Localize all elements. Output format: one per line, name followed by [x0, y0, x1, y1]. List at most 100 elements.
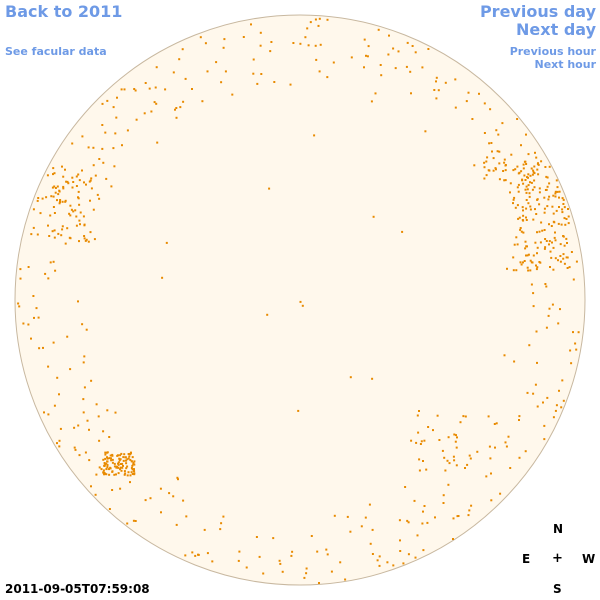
facula-mark	[426, 521, 429, 524]
facula-mark	[93, 238, 96, 241]
facula-mark	[114, 411, 117, 414]
facula-mark	[129, 452, 132, 454]
facula-mark	[116, 454, 119, 457]
facula-mark	[423, 439, 426, 442]
facula-mark	[58, 190, 61, 193]
facula-mark	[490, 142, 493, 144]
facula-mark	[297, 409, 300, 412]
see-facular-data-link[interactable]: See facular data	[5, 45, 107, 58]
facula-mark	[516, 118, 519, 120]
facula-mark	[406, 41, 409, 44]
facula-mark	[542, 401, 544, 404]
facula-mark	[552, 220, 555, 223]
facula-mark	[468, 509, 471, 512]
facula-mark	[519, 228, 522, 231]
facula-mark	[522, 231, 525, 234]
facula-mark	[231, 93, 234, 96]
facula-mark	[498, 178, 501, 181]
facula-mark	[427, 426, 430, 428]
facula-mark	[559, 260, 562, 263]
facula-mark	[520, 170, 523, 173]
facula-mark	[560, 223, 563, 226]
compass-south-label: S	[553, 582, 562, 596]
facula-mark	[421, 522, 424, 525]
facula-mark	[61, 200, 64, 203]
facula-mark	[88, 459, 91, 462]
back-to-year-link[interactable]: Back to 2011	[5, 2, 123, 21]
facula-mark	[575, 348, 578, 351]
facula-mark	[399, 550, 402, 552]
facula-mark	[69, 204, 72, 207]
facula-mark	[319, 43, 322, 46]
facula-mark	[238, 550, 241, 553]
facula-mark	[524, 247, 527, 250]
facula-mark	[568, 266, 571, 269]
facula-mark	[392, 47, 395, 50]
facula-mark	[74, 209, 77, 212]
facula-mark	[534, 151, 536, 154]
facula-mark	[523, 174, 526, 177]
facula-mark	[79, 223, 81, 226]
facula-mark	[84, 451, 87, 454]
next-day-link[interactable]: Next day	[516, 20, 596, 39]
facula-mark	[114, 132, 117, 135]
facula-mark	[292, 42, 295, 44]
facula-mark	[155, 66, 158, 69]
facula-mark	[168, 492, 171, 495]
facula-mark	[414, 556, 417, 559]
facula-mark	[135, 118, 138, 121]
facula-mark	[47, 413, 50, 416]
facula-mark	[86, 419, 89, 422]
facula-mark	[268, 187, 271, 190]
facula-mark	[245, 566, 248, 569]
facula-mark	[129, 458, 132, 461]
facula-mark	[563, 262, 566, 265]
facula-mark	[490, 499, 493, 502]
facula-mark	[126, 474, 129, 477]
facula-mark	[179, 106, 182, 109]
facula-mark	[505, 445, 508, 448]
facula-mark	[398, 519, 401, 522]
facula-mark	[435, 97, 438, 100]
facula-mark	[536, 231, 538, 234]
facula-mark	[495, 129, 498, 132]
facula-mark	[561, 211, 564, 214]
facula-mark	[399, 539, 401, 542]
facula-mark	[522, 219, 525, 222]
facula-mark	[115, 466, 118, 469]
facula-mark	[502, 170, 505, 172]
facula-mark	[575, 260, 578, 263]
facula-mark	[262, 572, 265, 575]
facula-mark	[488, 142, 491, 145]
next-hour-link[interactable]: Next hour	[534, 58, 597, 71]
facula-mark	[49, 261, 52, 264]
facula-mark	[237, 559, 240, 562]
facula-mark	[53, 404, 56, 407]
facula-mark	[554, 239, 557, 242]
facula-mark	[318, 582, 320, 584]
facula-mark	[415, 441, 418, 444]
facula-mark	[422, 510, 424, 513]
facula-mark	[133, 460, 136, 463]
facula-mark	[577, 331, 580, 334]
facula-mark	[536, 361, 538, 364]
facula-mark	[119, 487, 122, 490]
facula-mark	[536, 198, 539, 201]
facula-mark	[467, 514, 470, 517]
facula-mark	[83, 181, 85, 184]
facula-mark	[516, 243, 519, 246]
previous-day-link[interactable]: Previous day	[479, 2, 596, 21]
facula-mark	[66, 180, 69, 183]
facula-mark	[160, 511, 162, 514]
facula-mark	[222, 515, 225, 518]
facula-mark	[455, 434, 457, 437]
facula-mark	[527, 176, 529, 179]
facula-mark	[496, 150, 499, 153]
facula-mark	[535, 156, 538, 159]
facula-mark	[498, 150, 501, 153]
facula-mark	[419, 443, 422, 445]
previous-hour-link[interactable]: Previous hour	[509, 45, 596, 58]
facula-mark	[56, 185, 59, 188]
facula-mark	[88, 428, 90, 431]
facula-mark	[35, 307, 38, 310]
